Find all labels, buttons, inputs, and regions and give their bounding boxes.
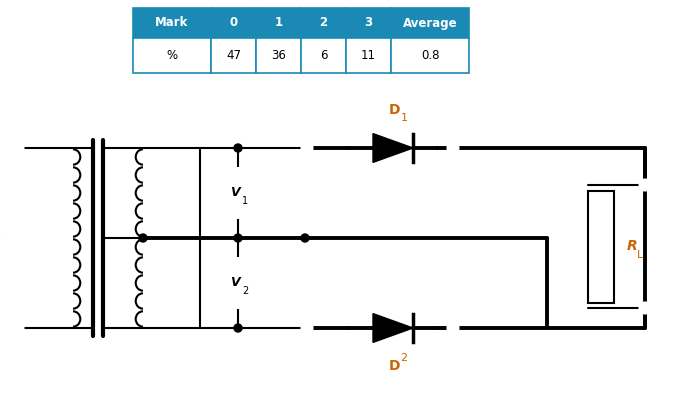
FancyBboxPatch shape: [211, 8, 256, 38]
Text: 1: 1: [275, 16, 283, 29]
Circle shape: [213, 168, 263, 218]
Text: L: L: [637, 250, 643, 261]
Circle shape: [447, 322, 458, 334]
Circle shape: [639, 302, 650, 314]
Text: V: V: [230, 187, 240, 199]
Text: 47: 47: [226, 49, 241, 62]
Text: 2: 2: [320, 16, 328, 29]
Polygon shape: [373, 314, 413, 342]
FancyBboxPatch shape: [301, 8, 346, 38]
FancyBboxPatch shape: [301, 38, 346, 73]
Circle shape: [301, 322, 313, 334]
FancyBboxPatch shape: [256, 8, 301, 38]
Text: 1: 1: [400, 113, 408, 123]
Text: 11: 11: [361, 49, 376, 62]
Text: Mark: Mark: [155, 16, 189, 29]
Circle shape: [12, 322, 23, 334]
Circle shape: [301, 142, 313, 154]
Circle shape: [234, 324, 242, 332]
Text: 0: 0: [229, 16, 238, 29]
Circle shape: [639, 179, 650, 191]
Text: 6: 6: [320, 49, 327, 62]
Text: V: V: [230, 277, 240, 289]
FancyBboxPatch shape: [133, 8, 211, 38]
Circle shape: [234, 144, 242, 152]
FancyBboxPatch shape: [588, 191, 614, 302]
Circle shape: [213, 258, 263, 308]
Text: 3: 3: [365, 16, 372, 29]
Circle shape: [12, 142, 23, 154]
Text: D: D: [389, 359, 401, 373]
FancyBboxPatch shape: [346, 8, 391, 38]
Text: 1: 1: [242, 196, 248, 206]
Text: Average: Average: [403, 16, 458, 29]
Polygon shape: [373, 134, 413, 162]
Circle shape: [447, 142, 458, 154]
Circle shape: [139, 234, 147, 242]
FancyBboxPatch shape: [391, 38, 469, 73]
Text: 0.8: 0.8: [421, 49, 439, 62]
FancyBboxPatch shape: [133, 38, 211, 73]
FancyBboxPatch shape: [211, 38, 256, 73]
FancyBboxPatch shape: [346, 38, 391, 73]
Text: 2: 2: [242, 286, 248, 296]
Circle shape: [301, 234, 309, 242]
Text: 36: 36: [271, 49, 286, 62]
FancyBboxPatch shape: [391, 8, 469, 38]
Text: 2: 2: [400, 353, 408, 363]
Circle shape: [234, 234, 242, 242]
Text: R: R: [627, 240, 637, 254]
FancyBboxPatch shape: [256, 38, 301, 73]
Text: %: %: [167, 49, 178, 62]
Text: D: D: [389, 103, 401, 117]
